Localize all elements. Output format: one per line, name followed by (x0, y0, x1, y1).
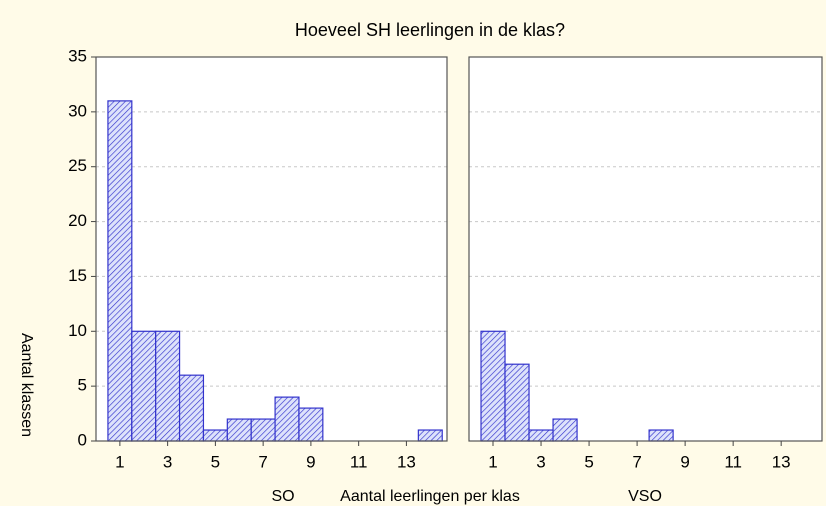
bar (274, 396, 300, 442)
x-tick-label: 3 (163, 452, 172, 471)
y-tick-label: 25 (68, 156, 87, 175)
y-tick-label: 30 (68, 101, 87, 120)
x-tick-label: 13 (772, 452, 791, 471)
y-axis-label: Aantal klassen (18, 333, 35, 437)
bar (552, 418, 578, 442)
bar (155, 330, 181, 442)
panel-label: SO (271, 488, 294, 505)
y-tick-label: 15 (68, 266, 87, 285)
y-tick-label: 10 (68, 321, 87, 340)
bar (178, 374, 205, 442)
bar (226, 418, 252, 442)
x-tick-label: 7 (258, 452, 267, 471)
y-tick-label: 5 (78, 376, 87, 395)
x-tick-label: 9 (680, 452, 689, 471)
bar (480, 330, 506, 442)
bar (202, 429, 228, 442)
chart-title: Hoeveel SH leerlingen in de klas? (295, 20, 565, 40)
x-tick-label: 5 (584, 452, 593, 471)
y-tick-label: 35 (68, 46, 87, 65)
panel-frame (468, 56, 823, 442)
y-tick-label: 20 (68, 211, 87, 230)
panel-label: VSO (628, 488, 662, 505)
bar (107, 100, 133, 442)
bar (417, 429, 443, 442)
x-tick-label: 1 (115, 452, 124, 471)
x-tick-label: 7 (632, 452, 641, 471)
y-tick-label: 0 (78, 430, 87, 449)
x-axis-label: Aantal leerlingen per klas (340, 488, 520, 505)
bar (131, 330, 157, 442)
x-tick-label: 1 (488, 452, 497, 471)
bar (504, 363, 530, 442)
x-tick-label: 5 (211, 452, 220, 471)
x-tick-label: 13 (397, 452, 416, 471)
bar (528, 429, 554, 442)
bar (298, 407, 324, 442)
bar (250, 418, 276, 442)
bar (648, 429, 674, 442)
x-tick-label: 9 (306, 452, 315, 471)
panel-frame (95, 56, 448, 442)
x-tick-label: 11 (724, 452, 742, 471)
x-tick-label: 3 (536, 452, 545, 471)
x-tick-label: 11 (350, 452, 368, 471)
